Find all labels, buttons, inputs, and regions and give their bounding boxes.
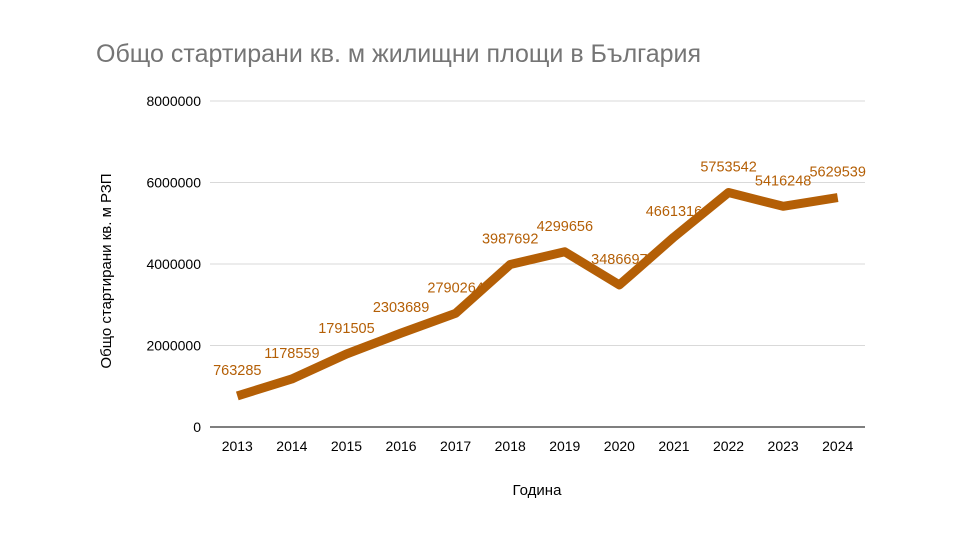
series-layer (235, 188, 839, 401)
data-label: 3486697 (591, 252, 647, 268)
axis-layer: 0 2000000 4000000 6000000 8000000 2013 2014 201… (146, 93, 865, 454)
x-tick-label: 2020 (604, 438, 635, 454)
y-tick-label: 8000000 (146, 93, 201, 109)
x-tick-label: 2022 (713, 438, 744, 454)
series-line (235, 188, 839, 401)
chart-title: Общо стартирани кв. м жилищни площи в Бъ… (96, 40, 702, 68)
data-label: 5753542 (700, 160, 756, 176)
grid-layer (210, 100, 865, 346)
data-label: 2303689 (373, 300, 429, 316)
data-label: 3987692 (482, 232, 538, 248)
x-tick-label: 2024 (822, 438, 853, 454)
x-tick-label: 2017 (440, 438, 471, 454)
y-tick-label: 6000000 (146, 175, 201, 191)
data-label: 5416248 (755, 173, 811, 189)
y-tick-label: 0 (193, 419, 201, 435)
x-tick-label: 2013 (222, 438, 253, 454)
data-label: 2790264 (427, 280, 483, 296)
y-axis-title: Общо стартирани кв. м РЗП (98, 173, 115, 368)
x-axis-title: Година (513, 482, 563, 499)
x-tick-label: 2018 (495, 438, 526, 454)
x-tick-label: 2019 (549, 438, 580, 454)
data-label: 763285 (213, 363, 261, 379)
y-tick-label: 2000000 (146, 338, 201, 354)
data-label: 5629539 (809, 165, 865, 181)
x-tick-label: 2016 (385, 438, 416, 454)
y-tick-label: 4000000 (146, 256, 201, 272)
x-tick-label: 2023 (768, 438, 799, 454)
data-label: 4661316 (646, 204, 702, 220)
data-label: 4299656 (537, 219, 593, 235)
data-label: 1791505 (318, 321, 374, 337)
data-label: 1178559 (264, 346, 319, 362)
x-tick-label: 2015 (331, 438, 362, 454)
x-tick-label: 2021 (658, 438, 689, 454)
x-tick-label: 2014 (276, 438, 307, 454)
